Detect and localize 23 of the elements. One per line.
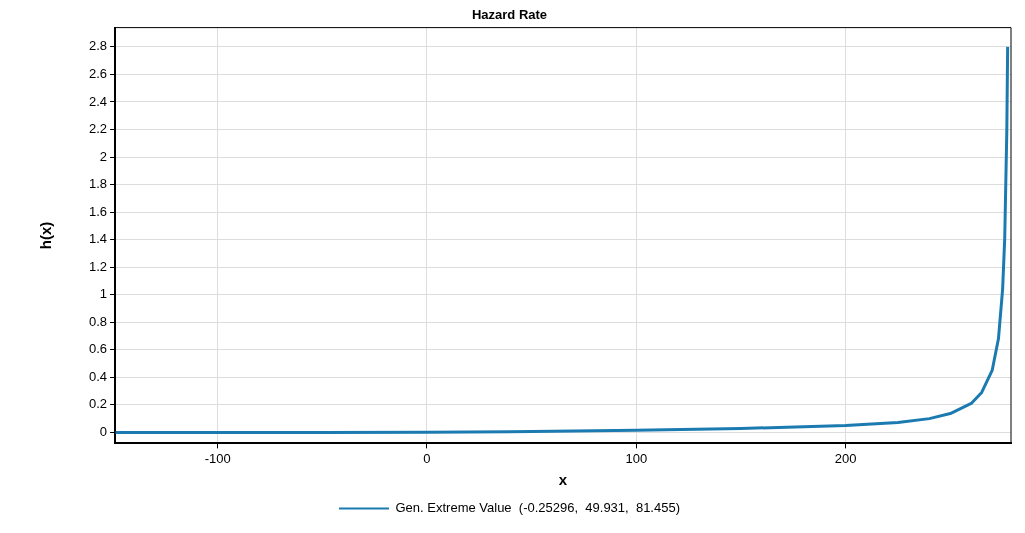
y-tick-label: 0.4 <box>88 368 108 384</box>
y-tick-label: 2.4 <box>88 93 108 109</box>
y-tick-label: 1.2 <box>88 258 108 274</box>
legend-label: Gen. Extreme Value (-0.25296, 49.931, 81.455) <box>395 500 681 516</box>
y-axis-title: h(x) <box>37 221 55 250</box>
x-tick-label: 100 <box>625 450 648 466</box>
chart-title: Hazard Rate <box>471 7 548 23</box>
y-tick-label: 0.8 <box>88 313 108 329</box>
x-tick-label: 200 <box>834 450 857 466</box>
y-tick-label: 0.6 <box>88 341 108 357</box>
y-tick-label: 1.8 <box>88 176 108 192</box>
y-tick-label: 1 <box>99 286 108 302</box>
y-tick-label: 1.4 <box>88 231 108 247</box>
x-tick-label: 0 <box>423 450 431 466</box>
y-tick-label: 2.8 <box>88 38 108 54</box>
x-tick-label: -100 <box>204 450 231 466</box>
y-tick-label: 2.6 <box>88 65 108 81</box>
y-tick-label: 2.2 <box>88 121 108 137</box>
y-tick-label: 0 <box>99 423 108 439</box>
y-tick-label: 0.2 <box>88 396 108 412</box>
x-axis-title: x <box>558 471 568 489</box>
y-tick-label: 1.6 <box>88 203 108 219</box>
y-tick-label: 2 <box>99 148 108 164</box>
